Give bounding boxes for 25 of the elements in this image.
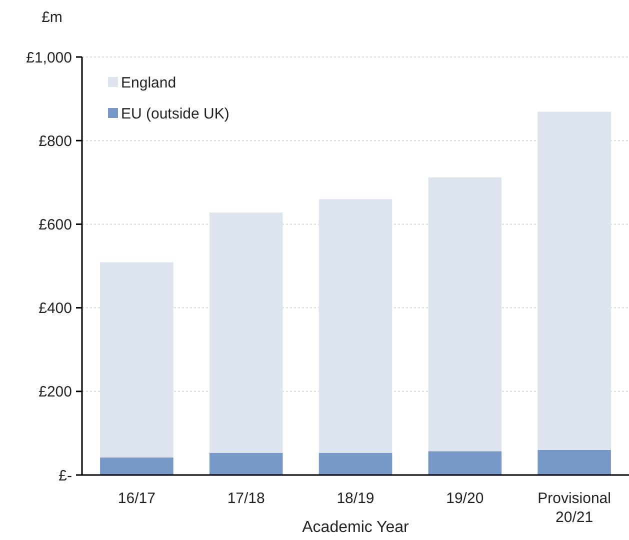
bar xyxy=(100,262,174,458)
bar xyxy=(100,457,174,475)
bar xyxy=(428,177,502,452)
bar xyxy=(538,450,611,475)
x-tick-label: Provisional 20/21 xyxy=(538,490,611,526)
y-axis-title: £m xyxy=(42,9,62,26)
y-tick-label: £- xyxy=(58,467,72,484)
legend-label: England xyxy=(121,74,176,92)
bar xyxy=(209,452,283,475)
bar xyxy=(209,212,283,453)
x-tick-label: 17/18 xyxy=(227,490,265,507)
y-tick-label: £200 xyxy=(38,384,72,401)
y-tick-label: £400 xyxy=(38,300,72,318)
y-tick-label: £600 xyxy=(38,216,72,234)
x-tick-label: 18/19 xyxy=(336,490,374,507)
bar xyxy=(538,112,611,450)
bar xyxy=(318,452,392,475)
y-tick-label: £800 xyxy=(38,132,72,150)
legend-label: EU (outside UK) xyxy=(121,105,230,122)
bar xyxy=(318,199,392,453)
x-tick-label: 16/17 xyxy=(118,490,156,507)
x-tick-label: 19/20 xyxy=(446,490,484,507)
y-tick-label: £1,000 xyxy=(26,49,72,66)
x-axis-title: Academic Year xyxy=(302,519,410,536)
bar xyxy=(428,451,502,475)
